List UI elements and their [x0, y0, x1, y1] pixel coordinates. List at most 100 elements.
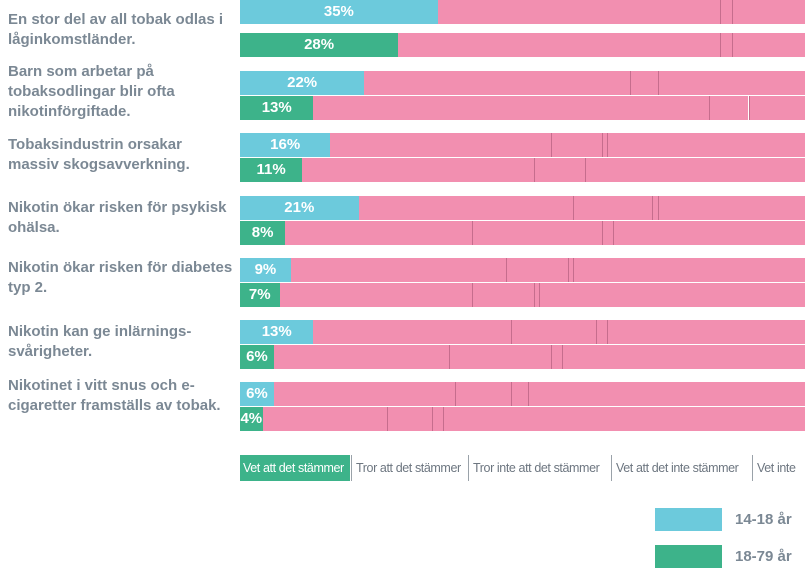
bar-segment [449, 345, 551, 369]
bar-segment [443, 407, 805, 431]
bar-segment [398, 33, 720, 57]
bar-row: 16% [240, 133, 805, 157]
bar-segment [732, 33, 805, 57]
value-label: 13% [240, 320, 313, 344]
bar-segment [330, 133, 550, 157]
statement-label: En stor del av all tobak odlas i låginko… [8, 10, 233, 50]
statement-label: Tobaksindustrin orsakar massiv skogsavve… [8, 135, 233, 175]
bar-segment [551, 133, 602, 157]
legend-swatch [655, 508, 722, 531]
bar-segment [511, 382, 528, 406]
bar-segment-main: 9% [240, 258, 291, 282]
bar-segment [359, 196, 574, 220]
value-label: 22% [240, 71, 364, 95]
value-label: 8% [240, 221, 285, 245]
bar-segment [709, 96, 749, 120]
bar-segment [511, 320, 596, 344]
bar-segment [528, 382, 805, 406]
bar-segment-main: 16% [240, 133, 330, 157]
bar-segment-main: 13% [240, 96, 313, 120]
bar-segment [658, 196, 805, 220]
value-label: 35% [240, 0, 438, 24]
legend-swatch [655, 545, 722, 568]
bar-row: 13% [240, 96, 805, 120]
value-label: 21% [240, 196, 359, 220]
statement-label: Nikotin ökar risken för diabetes typ 2. [8, 258, 233, 298]
bar-segment [720, 0, 731, 24]
value-label: 7% [240, 283, 280, 307]
bar-segment [585, 158, 805, 182]
bar-segment [263, 407, 387, 431]
answer-legend: Vet inte [754, 455, 805, 481]
bar-segment [472, 221, 602, 245]
bar-segment [280, 283, 472, 307]
legend-label: 14-18 år [735, 508, 792, 531]
bar-segment [602, 221, 613, 245]
statement-label: Barn som arbetar på tobaksodlingar blir … [8, 62, 233, 122]
value-label: 6% [240, 345, 274, 369]
bar-segment-main: 28% [240, 33, 398, 57]
bar-segment-main: 7% [240, 283, 280, 307]
answer-separator [468, 455, 469, 481]
bar-segment-main: 13% [240, 320, 313, 344]
value-label: 11% [240, 158, 302, 182]
bar-segment [534, 158, 585, 182]
statement-label: Nikotin kan ge inlärnings-svårigheter. [8, 322, 233, 362]
bar-segment [291, 258, 506, 282]
bar-segment-main: 4% [240, 407, 263, 431]
bar-row: 6% [240, 345, 805, 369]
bar-row: 28% [240, 33, 805, 57]
bar-segment [313, 96, 709, 120]
bar-segment [432, 407, 443, 431]
bar-row: 21% [240, 196, 805, 220]
bar-segment [387, 407, 432, 431]
bar-segment [274, 345, 449, 369]
bar-segment [472, 283, 534, 307]
answer-separator [611, 455, 612, 481]
bar-segment [539, 283, 805, 307]
bar-row: 22% [240, 71, 805, 95]
bar-segment [658, 71, 805, 95]
bar-segment [630, 71, 658, 95]
value-label: 13% [240, 96, 313, 120]
bar-segment [455, 382, 512, 406]
bar-segment [313, 320, 511, 344]
bar-segment [438, 0, 721, 24]
bar-segment-main: 22% [240, 71, 364, 95]
bar-segment [302, 158, 534, 182]
bar-segment [506, 258, 568, 282]
answer-legend: Tror att det stämmer [353, 455, 467, 481]
bar-segment [607, 320, 805, 344]
bar-segment-main: 11% [240, 158, 302, 182]
bar-row: 35% [240, 0, 805, 24]
bar-segment [596, 320, 607, 344]
bar-segment [274, 382, 455, 406]
bar-segment [613, 221, 805, 245]
value-label: 6% [240, 382, 274, 406]
bar-segment [285, 221, 471, 245]
answer-separator [351, 455, 352, 481]
bar-segment [720, 33, 731, 57]
bar-segment [607, 133, 805, 157]
bar-segment-main: 6% [240, 382, 274, 406]
bar-segment-main: 21% [240, 196, 359, 220]
bar-segment [562, 345, 805, 369]
value-label: 4% [240, 407, 263, 431]
value-label: 16% [240, 133, 330, 157]
bar-row: 8% [240, 221, 805, 245]
bar-segment-main: 6% [240, 345, 274, 369]
bar-segment [573, 258, 805, 282]
bar-row: 6% [240, 382, 805, 406]
bar-row: 13% [240, 320, 805, 344]
bar-row: 9% [240, 258, 805, 282]
bar-segment [551, 345, 562, 369]
bar-segment-main: 35% [240, 0, 438, 24]
answer-legend: Vet att det stämmer [240, 455, 350, 481]
value-label: 28% [240, 33, 398, 57]
bar-segment [364, 71, 630, 95]
value-label: 9% [240, 258, 291, 282]
bar-segment-main: 8% [240, 221, 285, 245]
bar-segment [573, 196, 652, 220]
bar-row: 7% [240, 283, 805, 307]
